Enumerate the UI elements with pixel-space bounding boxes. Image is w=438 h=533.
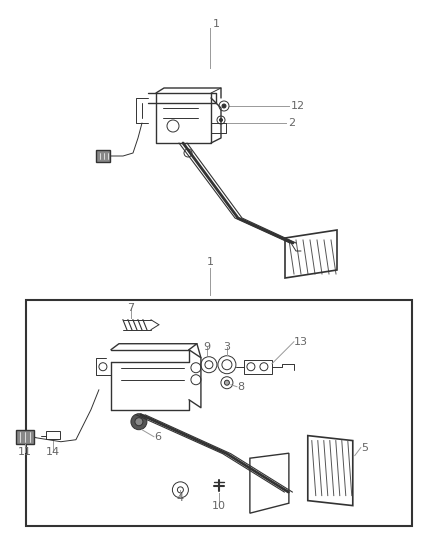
Text: 7: 7 [127,303,134,313]
Text: 8: 8 [237,382,244,392]
Bar [26,300,412,526]
Bar [244,360,272,374]
Circle shape [131,414,147,430]
Circle shape [224,380,230,385]
Text: 4: 4 [177,493,184,503]
Bar [96,150,110,162]
Text: 5: 5 [361,442,368,453]
Text: 1: 1 [213,19,220,29]
Circle shape [219,118,223,122]
Circle shape [222,104,226,108]
Text: 6: 6 [154,432,161,442]
Bar [16,430,34,443]
Bar [46,431,60,439]
Text: 11: 11 [18,447,32,457]
Text: 2: 2 [288,118,295,128]
Text: 14: 14 [46,447,60,457]
Text: 12: 12 [291,101,305,111]
Circle shape [135,418,143,426]
Text: 1: 1 [206,257,213,267]
Text: 10: 10 [212,500,226,511]
Text: 13: 13 [294,337,308,347]
Text: 9: 9 [203,342,211,352]
Text: 3: 3 [223,342,230,352]
